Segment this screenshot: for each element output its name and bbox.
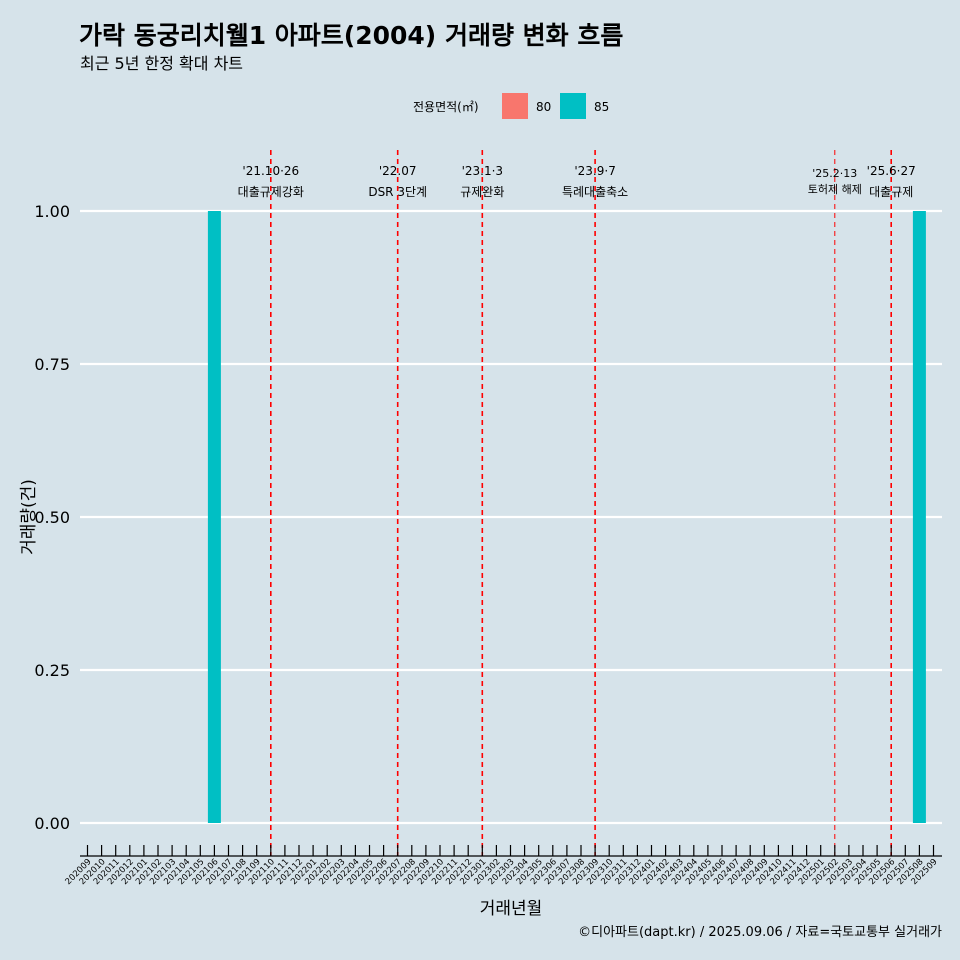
legend-label-85: 85	[594, 100, 609, 114]
y-tick-label: 1.00	[34, 202, 70, 221]
event-date: '25.2·13	[812, 167, 857, 180]
bar-85-202508	[912, 211, 926, 823]
event-date: '25.6·27	[867, 164, 916, 178]
event-date: '23.9·7	[574, 164, 615, 178]
chart-title: 가락 동궁리치웰1 아파트(2004) 거래량 변화 흐름	[79, 21, 623, 50]
event-label: DSR 3단계	[368, 185, 427, 199]
legend: 전용면적(㎡) 80 85	[413, 93, 609, 119]
event-date: '23.1·3	[462, 164, 503, 178]
y-axis: 0.00 0.25 0.50 0.75 1.00	[34, 202, 70, 833]
chart-subtitle: 최근 5년 한정 확대 차트	[80, 54, 243, 73]
legend-title: 전용면적(㎡)	[413, 100, 479, 114]
y-axis-title: 거래량(건)	[19, 479, 39, 555]
event-label: 규제완화	[460, 185, 504, 199]
bars	[207, 211, 926, 823]
legend-swatch-80	[502, 93, 528, 119]
grid	[80, 209, 942, 825]
event-label: 토허제 해제	[808, 182, 862, 196]
event-label: 대출규제강화	[238, 185, 304, 199]
legend-swatch-85	[560, 93, 586, 119]
event-label: 대출규제	[869, 185, 913, 199]
y-tick-label: 0.50	[34, 508, 70, 527]
event-lines: '21.10·26 대출규제강화 '22.07 DSR 3단계 '23.1·3 규제완화 '…	[238, 150, 916, 856]
y-tick-label: 0.25	[34, 661, 70, 680]
y-tick-label: 0.75	[34, 355, 70, 374]
x-axis: 2020092020102020112020122021012021022021…	[64, 845, 942, 887]
legend-label-80: 80	[536, 100, 551, 114]
event-label: 특례대출축소	[562, 185, 628, 199]
event-date: '22.07	[379, 164, 417, 178]
y-tick-label: 0.00	[34, 814, 70, 833]
bar-85-202106	[207, 211, 221, 823]
source-caption: ©디아파트(dapt.kr) / 2025.09.06 / 자료=국토교통부 실…	[578, 925, 942, 940]
event-date: '21.10·26	[242, 164, 299, 178]
x-axis-title: 거래년월	[480, 899, 543, 919]
